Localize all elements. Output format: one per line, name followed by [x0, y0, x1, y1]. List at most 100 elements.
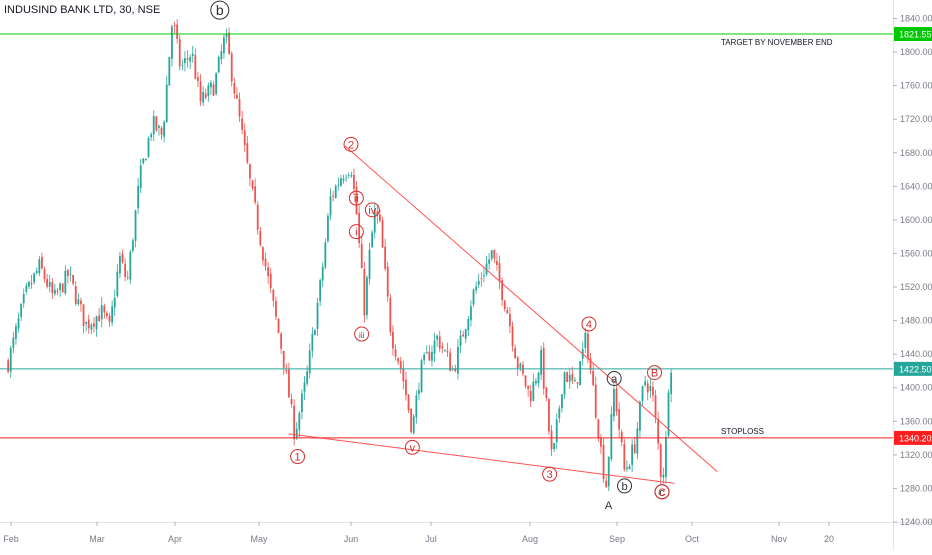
candle-body [576, 382, 579, 384]
candle-body [56, 290, 59, 292]
candle-body [353, 174, 355, 189]
price-tick-label: 1640.00 [900, 181, 932, 191]
wave-label: b [621, 481, 627, 493]
candle-body [418, 390, 420, 394]
wave-label-circle [606, 371, 622, 387]
candle-body [12, 337, 15, 348]
candle-body [204, 93, 207, 98]
price-tick-label: 1720.00 [900, 114, 932, 124]
candle-body [124, 263, 127, 277]
candle-body [241, 118, 244, 130]
trendline [288, 433, 675, 484]
candle-body [69, 273, 72, 275]
wave-label: 1 [295, 452, 301, 464]
candle-body [670, 372, 673, 394]
candle-body [571, 373, 574, 381]
candle-body [150, 134, 153, 138]
candle-body [202, 92, 205, 103]
wave-label-circle [354, 326, 370, 342]
candle-body [337, 184, 340, 186]
candle-body [311, 333, 314, 351]
candle-body [259, 230, 262, 245]
candle-body [566, 372, 569, 382]
candle-body [553, 442, 556, 450]
candle-body [340, 178, 342, 186]
wave-label: b [216, 2, 224, 18]
candle-body [405, 379, 407, 396]
candle-body [38, 259, 41, 274]
candle-body [561, 394, 563, 409]
candle-body [160, 127, 163, 135]
candle-body [215, 73, 218, 94]
candle-body [550, 430, 553, 450]
candle-body [207, 85, 210, 97]
candle-body [194, 55, 197, 79]
candle-body [152, 116, 155, 135]
candle-body [298, 412, 301, 430]
candle-body [641, 386, 644, 402]
candle-body [327, 215, 329, 242]
candle-body [607, 456, 610, 487]
wave-label: A [605, 500, 613, 512]
candle-body [639, 401, 641, 431]
candle-body [106, 312, 108, 317]
level-note: TARGET BY NOVEMBER END [721, 38, 833, 47]
candle-body [225, 33, 228, 37]
candle-body [98, 315, 101, 322]
candle-body [246, 143, 249, 163]
candle-body [139, 165, 142, 189]
candle-body [121, 253, 124, 263]
candle-body [238, 99, 241, 117]
candle-body [95, 316, 98, 330]
wave-label: C [658, 487, 666, 499]
candle-body [407, 394, 410, 411]
candle-body [85, 321, 88, 324]
candle-body [46, 279, 49, 287]
wave-label-circle [290, 449, 306, 465]
price-tick-label: 1800.00 [900, 47, 932, 57]
candle-body [394, 349, 397, 357]
price-tick-label: 1360.00 [900, 416, 932, 426]
candle-body [410, 408, 413, 432]
wave-label: B [651, 368, 658, 380]
wave-label: iii [359, 331, 365, 340]
candle-body [332, 195, 335, 197]
candle-body [467, 318, 470, 331]
candle-body [436, 335, 439, 340]
wave-label-circle [581, 316, 597, 332]
wave-label-circle [542, 466, 558, 482]
wave-label: 2 [348, 139, 354, 151]
candle-body [483, 275, 485, 277]
candle-body [381, 220, 384, 248]
candle-body [61, 283, 64, 293]
candle-body [264, 258, 267, 267]
candle-body [423, 354, 426, 361]
candle-body [301, 393, 303, 413]
candle-body [321, 266, 324, 281]
candle-body [446, 351, 449, 353]
candle-body [516, 357, 519, 369]
candle-body [30, 282, 33, 285]
candle-body [184, 58, 186, 64]
candle-body [236, 94, 238, 99]
candle-body [249, 164, 251, 179]
wave-label-circle [210, 0, 230, 20]
candle-body [217, 56, 220, 73]
candle-body [649, 386, 652, 391]
candle-body [116, 271, 119, 297]
time-tick-label: Nov [771, 534, 788, 544]
candle-body [290, 399, 293, 405]
candle-body [462, 334, 465, 337]
candle-body [529, 390, 532, 402]
candle-body [358, 212, 361, 243]
candle-body [111, 306, 114, 323]
candle-body [594, 384, 597, 418]
candle-body [256, 204, 259, 230]
time-tick-label: May [250, 534, 268, 544]
price-tick-label: 1520.00 [900, 282, 932, 292]
candle-body [319, 279, 322, 302]
candle-body [142, 158, 145, 164]
candle-body [7, 360, 10, 372]
price-tick-label: 1680.00 [900, 148, 932, 158]
wave-label: v [410, 442, 416, 454]
